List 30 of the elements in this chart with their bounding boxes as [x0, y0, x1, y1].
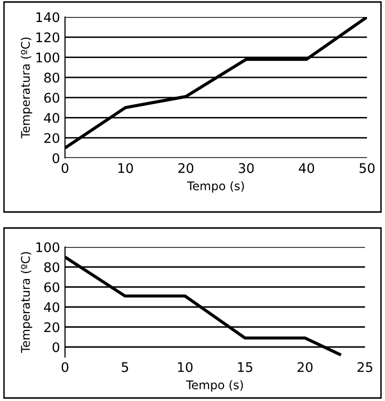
y-axis-title: Temperatura (ºC) — [20, 38, 32, 138]
x-tick-label: 25 — [358, 362, 372, 372]
y-tick-label: 140 — [36, 12, 60, 22]
x-tick-label: 50 — [360, 163, 375, 174]
x-tick-label: 20 — [178, 163, 194, 174]
x-tick-label: 10 — [118, 163, 133, 174]
y-tick-label: 40 — [44, 112, 60, 123]
y-tick-label: 0 — [52, 342, 60, 352]
x-axis-title: Tempo (s) — [186, 380, 243, 392]
x-tick-label: 30 — [238, 163, 254, 174]
x-tick-label: 5 — [122, 362, 128, 372]
y-tick-label: 20 — [44, 133, 60, 144]
y-tick-label: 20 — [44, 322, 60, 332]
y-tick-label: 0 — [52, 153, 60, 164]
x-tick-label: 20 — [298, 362, 313, 372]
x-axis-title: Tempo (s) — [187, 181, 244, 193]
y-tick-label: 80 — [44, 72, 60, 83]
x-tick-label: 40 — [298, 163, 314, 174]
y-axis-title: Temperatura (ºC) — [20, 252, 32, 353]
y-tick-label: 60 — [44, 92, 60, 103]
y-tick-label: 120 — [36, 32, 60, 42]
y-tick-label: 100 — [36, 242, 60, 252]
y-tick-label: 80 — [44, 262, 60, 272]
y-tick-label: 60 — [44, 282, 60, 292]
x-tick-label: 0 — [62, 163, 68, 174]
x-tick-label: 10 — [178, 362, 193, 372]
x-tick-label: 0 — [62, 362, 68, 372]
y-tick-label: 100 — [36, 52, 60, 62]
y-tick-label: 40 — [44, 302, 60, 312]
x-tick-label: 15 — [238, 362, 252, 372]
